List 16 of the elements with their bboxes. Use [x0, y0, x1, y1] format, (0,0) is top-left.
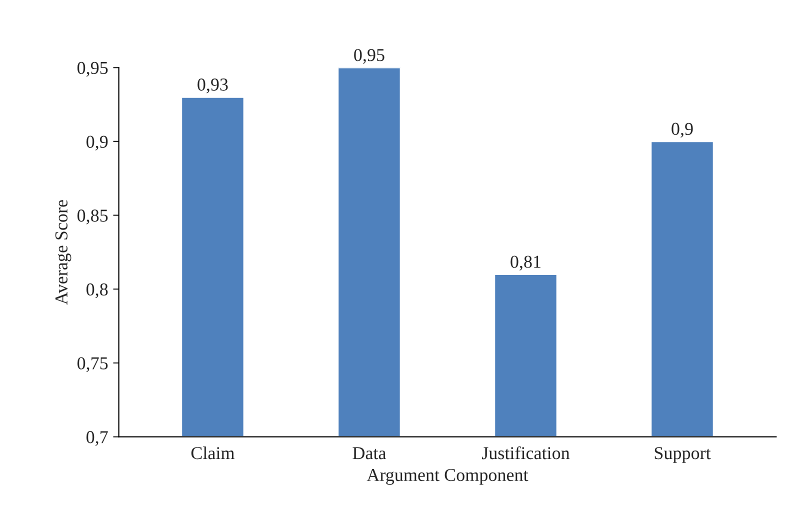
y-axis-title: Average Score — [55, 200, 72, 305]
data-label: 0,81 — [510, 256, 540, 271]
y-tick-label: 0,95 — [77, 62, 108, 77]
data-label: 0,9 — [672, 122, 693, 138]
x-tick-label: Data — [352, 447, 386, 460]
y-tick-label: 0,7 — [86, 431, 108, 446]
data-label: 0,95 — [354, 48, 384, 64]
y-tick-label: 0,8 — [86, 283, 108, 298]
y-tick-label: 0,75 — [77, 357, 108, 372]
data-label: 0,93 — [198, 78, 228, 94]
x-tick-label: Claim — [191, 446, 234, 460]
x-tick-label: Justification — [482, 446, 570, 460]
x-tick-label: Support — [654, 447, 711, 463]
y-tick-label: 0,9 — [86, 136, 108, 150]
y-tick-label: 0,85 — [77, 210, 108, 224]
x-axis-title: Argument Component — [366, 468, 528, 485]
